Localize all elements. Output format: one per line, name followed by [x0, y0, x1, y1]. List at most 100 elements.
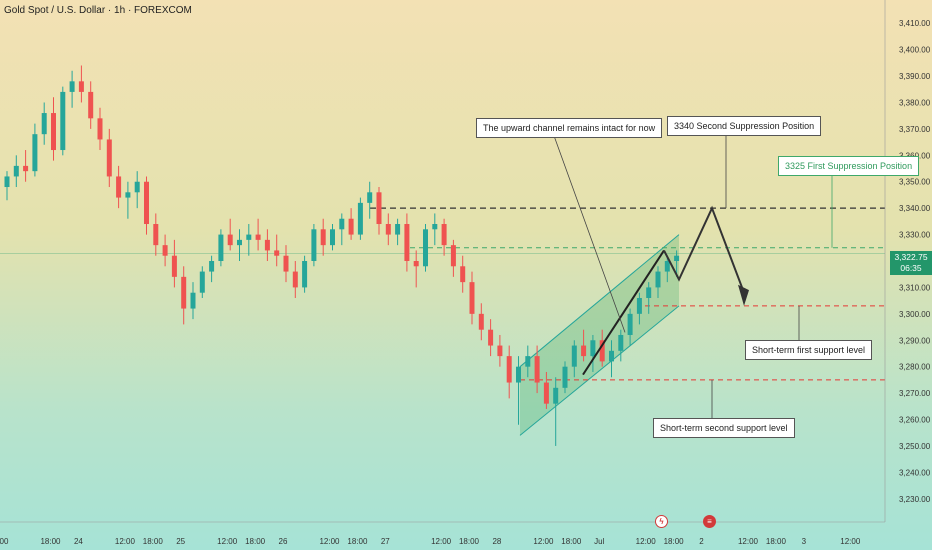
x-tick-label: 18:00 [143, 537, 164, 546]
candle-body [171, 255, 177, 277]
candle-body [506, 356, 512, 383]
candle-body [599, 340, 605, 362]
candle-body [51, 113, 56, 151]
candle-body [78, 81, 84, 92]
candle-body [413, 261, 419, 267]
candle-body [274, 250, 280, 256]
candle-body [106, 139, 112, 177]
candle-body [302, 261, 308, 288]
candle-body [618, 334, 624, 351]
y-tick-label: 3,240.00 [899, 468, 931, 477]
x-tick-label: 12:00 [431, 537, 452, 546]
x-tick-label: 18:00 [459, 537, 480, 546]
y-tick-label: 3,300.00 [899, 310, 931, 319]
x-tick-label: 18:00 [664, 537, 685, 546]
upward-channel [519, 234, 680, 436]
y-tick-label: 3,290.00 [899, 336, 931, 345]
candle-body [450, 245, 456, 267]
candle-body [357, 202, 363, 235]
candle-body [423, 229, 428, 267]
channel-connector [552, 132, 626, 333]
candle-body [41, 113, 47, 135]
candle-body [134, 181, 140, 193]
x-tick-label: 18:00 [347, 537, 368, 546]
x-tick-label: 12:00 [319, 537, 340, 546]
candle-body [88, 91, 94, 119]
y-tick-label: 3,400.00 [899, 46, 931, 55]
time-axis: 00 18:00 24 12:00 18:00 25 12:00 18:00 26 12:00 18… [0, 521, 885, 546]
y-tick-label: 3,310.00 [899, 283, 931, 292]
candle-body [181, 276, 187, 309]
x-tick-label: 24 [74, 537, 83, 546]
candle-body [218, 234, 224, 261]
second-suppression-annotation[interactable]: 3340 Second Suppression Position [667, 116, 822, 136]
candle-body [404, 224, 410, 261]
x-tick-label: 18:00 [561, 537, 582, 546]
first-suppression-annotation[interactable]: 3325 First Suppression Position [778, 156, 920, 176]
x-tick-label: 2 [699, 537, 704, 546]
candle-body [4, 176, 10, 188]
x-tick-label: 3 [802, 537, 807, 546]
candle-body [553, 387, 559, 404]
y-tick-label: 3,330.00 [899, 231, 931, 240]
candle-body [478, 313, 484, 330]
candle-body [385, 224, 391, 235]
candle-body [255, 234, 261, 240]
y-tick-label: 3,280.00 [899, 363, 931, 372]
y-tick-label: 3,380.00 [899, 98, 931, 107]
candle-body [516, 366, 521, 383]
y-tick-label: 3,370.00 [899, 125, 931, 134]
channel-lower-line [519, 305, 680, 436]
chart-title: Gold Spot / U.S. Dollar · 1h · FOREXCOM [4, 5, 192, 16]
y-tick-label: 3,250.00 [899, 442, 931, 451]
current-price-value: 3,322.75 [894, 252, 928, 262]
candle-body [460, 266, 466, 283]
candle-body [432, 224, 438, 230]
candle-body [571, 345, 577, 367]
candle-body [264, 239, 270, 251]
candle-body [32, 134, 38, 172]
x-tick-label: 12:00 [738, 537, 759, 546]
candle-body [525, 356, 531, 367]
x-tick-label: 12:00 [533, 537, 554, 546]
candle-body [311, 229, 317, 261]
y-tick-label: 3,360.00 [899, 151, 931, 160]
candle-body [664, 261, 670, 272]
x-tick-label: 12:00 [217, 537, 238, 546]
x-tick-label: 28 [492, 537, 501, 546]
y-tick-label: 3,350.00 [899, 178, 931, 187]
calendar-flag-icon[interactable]: ≡ [703, 515, 716, 528]
candle-body [534, 356, 540, 383]
candle-body [581, 345, 587, 357]
y-tick-label: 3,340.00 [899, 204, 931, 213]
candle-body [190, 292, 196, 309]
first-support-annotation[interactable]: Short-term first support level [745, 340, 873, 360]
candle-body [339, 218, 345, 230]
candle-body [497, 345, 503, 357]
candle-body [627, 313, 633, 335]
x-tick-label: 12:00 [840, 537, 861, 546]
x-tick-label: 27 [381, 537, 390, 546]
channel-upper-line [519, 234, 680, 368]
lightning-icon[interactable]: ϟ [655, 515, 668, 528]
candle-body [543, 382, 549, 404]
x-tick-label: 18:00 [40, 537, 61, 546]
horizontal-levels [0, 207, 885, 381]
candle-body [655, 271, 661, 288]
second-support-annotation[interactable]: Short-term second support level [653, 418, 795, 438]
x-tick-label: Jul [594, 537, 604, 546]
x-tick-label: 25 [176, 537, 185, 546]
candle-body [116, 176, 122, 198]
candle-body [348, 218, 354, 235]
candle-body [69, 81, 75, 92]
candle-body [395, 224, 401, 235]
channel-annotation[interactable]: The upward channel remains intact for no… [476, 118, 663, 138]
x-tick-label: 00 [0, 537, 9, 546]
candle-body [125, 192, 131, 198]
candle-body [590, 340, 596, 357]
current-price-tag: 3,322.75 06:35 [890, 251, 932, 275]
candle-body [441, 224, 447, 246]
bar-countdown: 06:35 [900, 263, 922, 273]
candle-body [60, 91, 66, 151]
